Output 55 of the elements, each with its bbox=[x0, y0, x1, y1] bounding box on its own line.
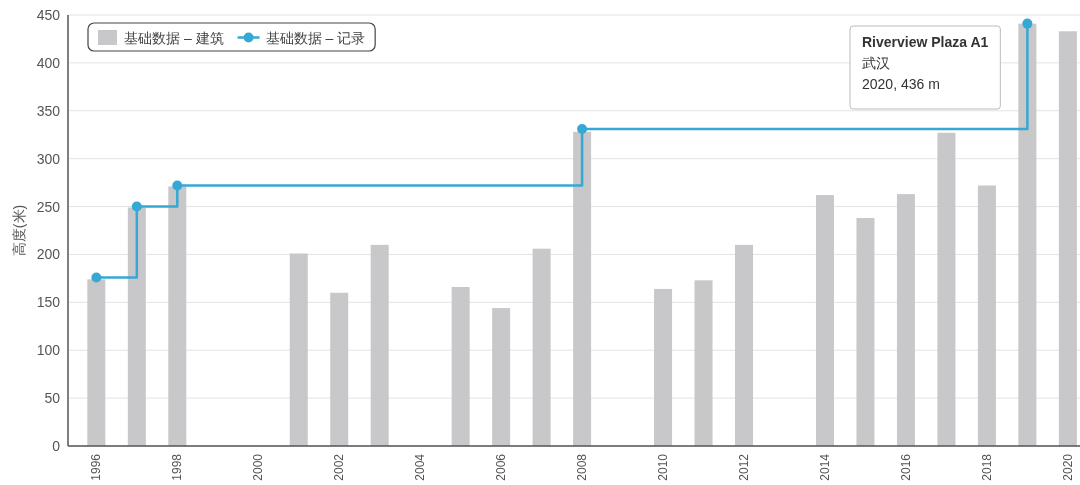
x-tick-label: 2004 bbox=[413, 453, 428, 481]
y-tick-label: 100 bbox=[36, 342, 61, 359]
tooltip: Riverview Plaza A1 武汉 2020, 436 m bbox=[849, 25, 1001, 110]
y-tick-label: 350 bbox=[36, 102, 61, 119]
y-tick-label: 300 bbox=[36, 150, 61, 167]
x-tick-label: 2012 bbox=[737, 453, 752, 481]
bar bbox=[168, 186, 187, 446]
x-tick-label: 1998 bbox=[170, 453, 185, 481]
y-axis-title: 高度(米) bbox=[11, 204, 27, 257]
bar bbox=[654, 288, 673, 446]
x-tick-label: 1996 bbox=[89, 453, 104, 481]
bar bbox=[735, 244, 754, 446]
x-tick-label: 2006 bbox=[494, 453, 509, 481]
x-tick-label: 2000 bbox=[251, 453, 266, 481]
annotation: 2020, 436 m bbox=[862, 76, 940, 92]
bar bbox=[694, 280, 713, 446]
y-tick-label: 0 bbox=[52, 438, 61, 454]
bar bbox=[977, 185, 996, 446]
bar bbox=[1058, 31, 1077, 446]
x-tick-label: 2014 bbox=[817, 453, 832, 481]
bar bbox=[573, 131, 592, 446]
y-tick-label: 400 bbox=[36, 54, 61, 71]
y-tick-label: 200 bbox=[36, 246, 61, 263]
y-tick-label: 250 bbox=[36, 198, 61, 215]
bar bbox=[896, 194, 915, 446]
y-tick-label: 50 bbox=[44, 390, 61, 407]
x-tick-label: 2016 bbox=[898, 453, 913, 481]
y-tick-label: 150 bbox=[36, 294, 61, 311]
y-tick-label: 450 bbox=[36, 7, 61, 23]
point bbox=[577, 123, 588, 134]
point bbox=[1022, 18, 1033, 29]
bar bbox=[492, 308, 511, 446]
bar bbox=[937, 132, 956, 446]
point bbox=[91, 272, 102, 283]
bar bbox=[532, 248, 551, 446]
x-tick-label: 2002 bbox=[332, 453, 347, 481]
x-tick-label: 2020 bbox=[1060, 453, 1075, 481]
bar bbox=[330, 292, 349, 446]
annotation: Riverview Plaza A1 bbox=[862, 34, 989, 50]
point bbox=[172, 180, 183, 191]
legend-label: 基础数据 – 记录 bbox=[265, 30, 366, 46]
point bbox=[131, 201, 142, 212]
bar bbox=[856, 218, 875, 446]
bar bbox=[370, 244, 389, 446]
bar bbox=[451, 287, 470, 446]
bar bbox=[1018, 23, 1037, 446]
annotation: 武汉 bbox=[862, 55, 890, 71]
x-tick-label: 2010 bbox=[656, 453, 671, 481]
legend-label: 基础数据 – 建筑 bbox=[124, 30, 224, 46]
bar bbox=[87, 279, 106, 446]
x-tick-label: 2018 bbox=[979, 453, 994, 481]
bar bbox=[815, 195, 834, 446]
x-tick-label: 2008 bbox=[575, 453, 590, 481]
bar bbox=[289, 253, 308, 446]
bar bbox=[127, 207, 146, 446]
